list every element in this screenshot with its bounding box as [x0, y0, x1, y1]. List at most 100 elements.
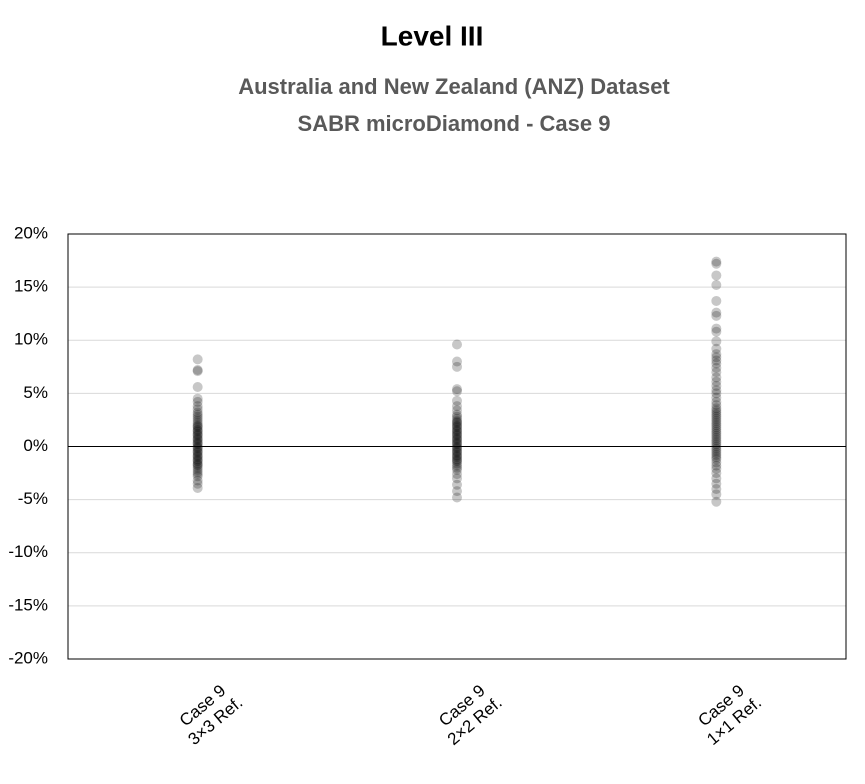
plot-frame [67, 233, 847, 660]
data-point [711, 385, 722, 396]
data-point [711, 473, 722, 484]
data-point [192, 438, 203, 449]
x-tick-label: Case 92×2 Ref. [435, 681, 506, 749]
data-point [192, 396, 203, 407]
data-point [192, 462, 203, 473]
data-point [711, 460, 722, 471]
x-tick-label: Case 91×1 Ref. [695, 681, 766, 749]
data-point [192, 452, 203, 463]
chart-subtitle: SABR microDiamond - Case 9 [298, 111, 611, 136]
data-point [711, 326, 722, 337]
data-point [711, 443, 722, 454]
chart-title: Level III [381, 20, 484, 51]
data-point [452, 460, 462, 471]
data-point [192, 447, 203, 458]
y-tick-label: -10% [8, 542, 48, 561]
y-tick-label: -15% [8, 595, 48, 614]
data-point [711, 392, 722, 403]
data-point [192, 460, 203, 471]
data-point [192, 469, 203, 480]
data-point [452, 441, 462, 452]
data-point [711, 380, 722, 391]
data-point [452, 452, 462, 463]
y-tick-label: 5% [23, 383, 48, 402]
data-point [192, 441, 203, 452]
data-point [192, 366, 203, 377]
data-point [192, 421, 203, 432]
data-point [711, 463, 722, 474]
data-point [452, 443, 462, 454]
data-point [192, 451, 203, 462]
y-tick-label: -5% [18, 489, 48, 508]
data-point [192, 382, 203, 392]
data-point [192, 404, 203, 415]
data-point [711, 496, 722, 507]
data-point [711, 450, 722, 460]
data-point [711, 307, 722, 318]
data-point [452, 433, 462, 443]
data-point [192, 459, 203, 470]
data-point [452, 424, 462, 435]
data-point [192, 430, 203, 441]
data-point [711, 310, 722, 321]
data-point [711, 437, 722, 448]
data-point [452, 456, 462, 467]
data-point [452, 416, 462, 426]
data-point [192, 443, 203, 454]
data-point [452, 455, 462, 466]
data-point [192, 478, 203, 489]
data-point [711, 388, 722, 399]
data-point [452, 429, 462, 440]
data-point [711, 413, 722, 424]
data-point [452, 446, 462, 457]
data-point [192, 475, 203, 486]
data-point [711, 478, 722, 489]
data-point [192, 409, 203, 420]
data-point [452, 439, 462, 450]
data-point [711, 433, 722, 443]
data-point [192, 418, 203, 429]
data-point [711, 343, 722, 354]
data-point [192, 458, 203, 469]
data-point [452, 442, 462, 453]
data-point [711, 352, 722, 363]
data-point [711, 323, 722, 334]
data-point [711, 258, 722, 269]
data-point [711, 409, 722, 420]
data-point [711, 362, 722, 373]
data-point [711, 428, 722, 439]
data-point [452, 421, 462, 432]
y-tick-label: 10% [14, 330, 48, 349]
data-point [711, 295, 722, 306]
data-point [452, 486, 462, 497]
data-point [711, 489, 722, 500]
y-tick-label: 15% [14, 277, 48, 296]
data-point [452, 450, 462, 460]
data-point [192, 433, 203, 443]
data-point [192, 467, 203, 477]
data-point [711, 445, 722, 456]
data-point [452, 384, 462, 395]
data-point [711, 405, 722, 416]
data-point [711, 355, 722, 366]
data-point [452, 339, 462, 350]
data-point [192, 413, 203, 424]
data-point [711, 270, 722, 281]
data-point [711, 396, 722, 407]
data-point [452, 386, 462, 397]
data-point [192, 420, 203, 431]
data-point [192, 442, 203, 453]
data-point [192, 464, 203, 475]
data-point [192, 439, 203, 450]
data-point [192, 425, 203, 436]
data-point [711, 452, 722, 463]
data-point [711, 416, 722, 426]
data-point [452, 479, 462, 490]
data-point [192, 407, 203, 418]
data-point [452, 428, 462, 439]
data-point [711, 420, 722, 431]
data-point [452, 451, 462, 462]
y-tick-label: -20% [8, 648, 48, 667]
data-point [192, 434, 203, 445]
data-point [452, 473, 462, 484]
